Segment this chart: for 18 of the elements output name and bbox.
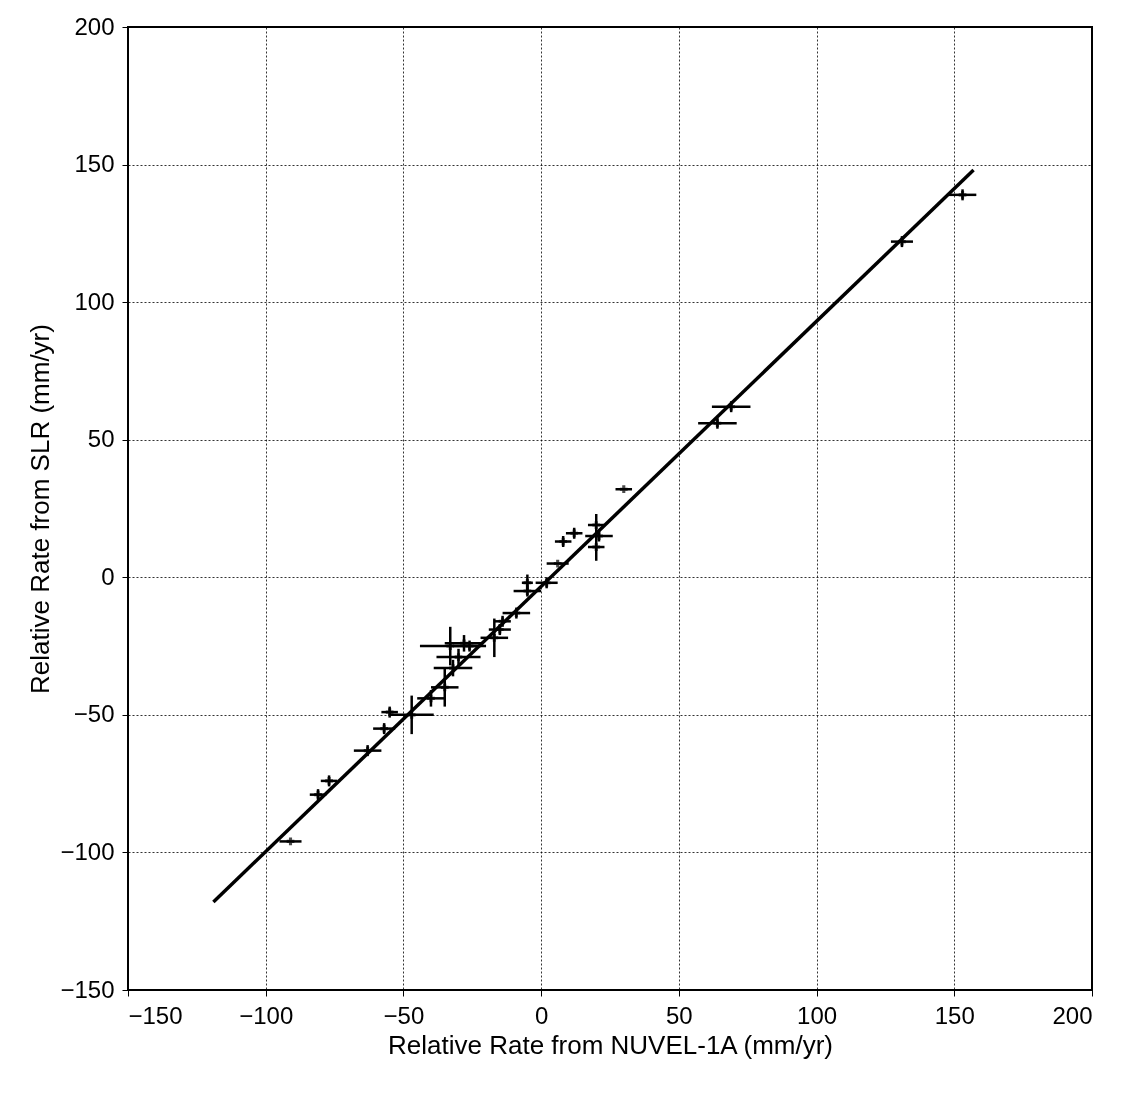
x-tick-label: −50 bbox=[383, 1001, 425, 1029]
x-tick-label: 0 bbox=[534, 1001, 549, 1029]
y-tick-label: 100 bbox=[74, 287, 115, 315]
y-tick-label: 150 bbox=[74, 150, 115, 178]
x-tick-label: −100 bbox=[239, 1001, 294, 1029]
y-tick-label: −150 bbox=[60, 975, 115, 1003]
y-axis-title: Relative Rate from SLR (mm/yr) bbox=[25, 324, 56, 694]
x-axis-title: Relative Rate from NUVEL-1A (mm/yr) bbox=[388, 1029, 833, 1060]
y-tick-label: 50 bbox=[87, 425, 115, 453]
x-tick-label: 100 bbox=[797, 1001, 838, 1029]
x-tick-label: 150 bbox=[934, 1001, 975, 1029]
x-tick-label: −150 bbox=[128, 1001, 183, 1029]
x-tick-label: 200 bbox=[1052, 1001, 1093, 1029]
y-tick-label: 200 bbox=[74, 12, 115, 40]
x-tick-label: 50 bbox=[666, 1001, 693, 1029]
y-tick-label: −50 bbox=[73, 700, 115, 728]
y-tick-label: −100 bbox=[60, 837, 115, 865]
y-tick-label: 0 bbox=[101, 562, 115, 590]
